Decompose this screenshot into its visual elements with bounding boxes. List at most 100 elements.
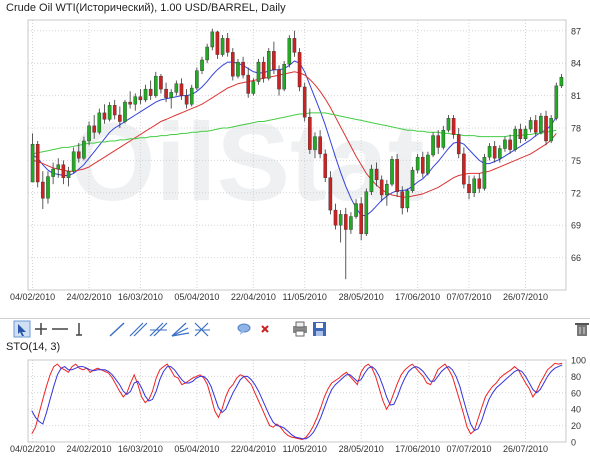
candle-body — [313, 136, 317, 150]
candle-body — [328, 177, 333, 211]
candle-body — [508, 139, 512, 150]
candle-body — [359, 203, 363, 235]
y-tick-label: 84 — [571, 59, 581, 69]
candle — [51, 162, 55, 185]
candle-body — [123, 101, 127, 122]
comment-tool-icon[interactable] — [237, 323, 251, 335]
candle — [359, 197, 363, 241]
candle-body — [195, 70, 199, 89]
candle — [462, 147, 466, 189]
candle — [482, 153, 487, 191]
candle-body — [220, 38, 225, 55]
candle-body — [441, 129, 446, 148]
candle — [292, 30, 297, 57]
candle — [133, 93, 138, 111]
candle — [210, 28, 215, 51]
candle-body — [467, 183, 471, 194]
candle-body — [256, 61, 261, 82]
watermark-logo: OilStat — [70, 101, 425, 224]
candle — [492, 140, 497, 163]
x-tick-label: 22/04/2010 — [231, 292, 276, 302]
y-tick-label: 78 — [571, 124, 581, 134]
candle — [318, 130, 322, 159]
save-icon[interactable] — [313, 322, 326, 336]
trash-icon[interactable] — [575, 323, 589, 336]
candle-body — [112, 105, 117, 116]
candle-body — [349, 216, 353, 230]
candle — [338, 210, 343, 243]
candle-body — [415, 156, 420, 171]
sto-x-tick-label: 16/03/2010 — [118, 444, 163, 454]
drawing-toolbar — [0, 318, 590, 340]
candle — [313, 132, 317, 159]
stochastic-chart[interactable]: 0 20 40 60 80 100 04/02/2010 24/02/2010 16/03/2… — [0, 352, 590, 459]
candle-body — [107, 105, 112, 120]
parallel-channel-tool-icon[interactable] — [129, 322, 148, 337]
candle — [205, 43, 209, 64]
sto-frame — [27, 359, 567, 443]
candle — [369, 164, 374, 195]
candle-body — [246, 74, 251, 94]
price-chart[interactable]: OilStat 66 69 72 75 78 81 84 87 04/02/2010 24/02… — [0, 0, 590, 318]
candle — [379, 175, 384, 202]
candle-body — [308, 116, 312, 150]
candle — [138, 89, 143, 105]
y-tick-label: 69 — [571, 221, 581, 231]
sto-x-tick-label: 05/04/2010 — [174, 444, 219, 454]
fibonacci-fan-tool-icon[interactable] — [149, 322, 168, 337]
candle — [195, 67, 199, 91]
x-tick-label: 24/02/2010 — [67, 292, 112, 302]
candle — [112, 99, 117, 120]
candle-body — [66, 170, 71, 178]
candle — [46, 171, 50, 204]
candle-body — [210, 31, 215, 48]
candle — [456, 128, 461, 159]
candle-body — [46, 176, 50, 199]
candle-body — [390, 159, 394, 185]
candle — [333, 203, 338, 230]
vertical-line-tool-icon[interactable] — [76, 323, 82, 336]
sto-y-tick-label: 20 — [571, 421, 581, 431]
candle-body — [436, 135, 440, 148]
candle — [200, 56, 204, 74]
candle — [251, 78, 256, 96]
print-icon[interactable] — [293, 321, 307, 337]
candle-body — [426, 154, 430, 174]
candle-body — [287, 38, 292, 65]
candle-body — [549, 118, 553, 142]
x-tick-label: 17/06/2010 — [395, 292, 440, 302]
candle-body — [76, 151, 81, 159]
crosshair-tool-icon[interactable] — [35, 323, 47, 335]
candle — [282, 61, 286, 92]
candle — [451, 115, 456, 139]
candle-body — [523, 128, 528, 140]
candle — [30, 133, 35, 183]
candle-body — [364, 191, 369, 235]
candle — [169, 89, 173, 109]
candle — [308, 108, 312, 154]
candle — [349, 212, 353, 234]
candle — [328, 171, 333, 215]
gann-fan-tool-icon[interactable] — [171, 322, 190, 337]
moving-average-line-2 — [32, 71, 557, 198]
sto-y-tick-label: 40 — [571, 405, 581, 415]
candle-body — [405, 190, 410, 209]
fibonacci-grid-tool-icon[interactable] — [194, 322, 210, 337]
candle — [246, 67, 251, 98]
candle-body — [354, 203, 358, 217]
candle — [400, 186, 405, 215]
candle — [374, 162, 379, 187]
candle — [231, 48, 235, 81]
delete-tool-icon[interactable] — [261, 325, 269, 333]
candle — [128, 91, 132, 109]
candle — [405, 188, 410, 213]
candle-body — [148, 88, 153, 96]
candle-body — [87, 125, 91, 142]
candle — [513, 125, 518, 152]
candle — [154, 71, 158, 98]
cursor-tool-icon[interactable] — [13, 320, 31, 338]
candle — [390, 156, 394, 187]
trend-line-tool-icon[interactable] — [109, 322, 125, 337]
candle-body — [236, 61, 240, 77]
candle — [421, 151, 425, 178]
